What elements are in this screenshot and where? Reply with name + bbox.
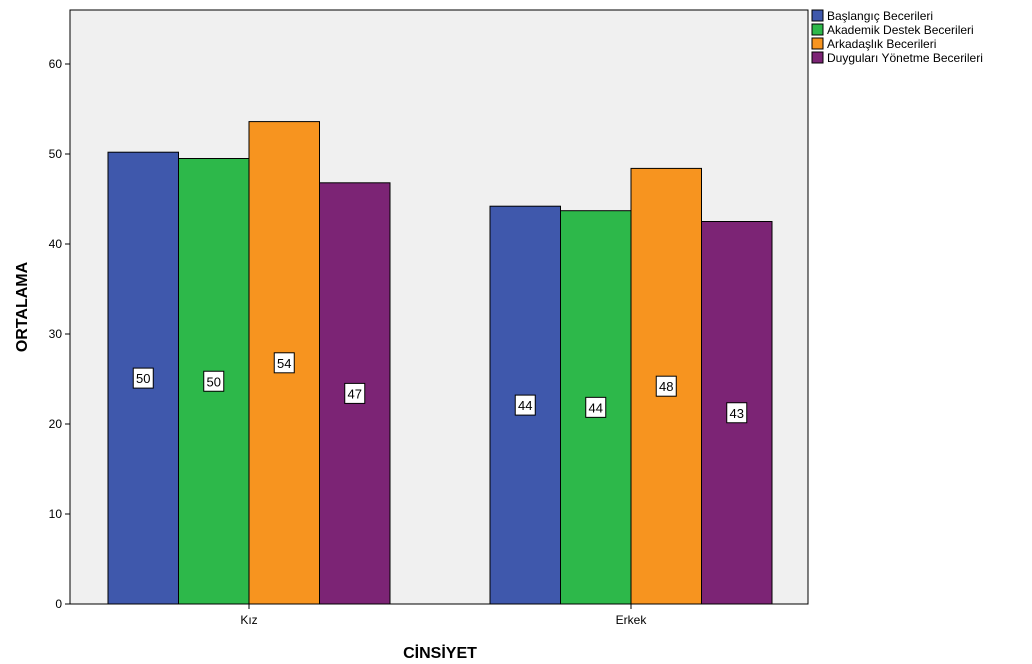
legend-label: Duyguları Yönetme Becerileri — [827, 51, 983, 65]
data-label: 50 — [207, 374, 221, 389]
y-tick-label: 50 — [49, 147, 63, 161]
y-tick-label: 30 — [49, 327, 63, 341]
data-label: 54 — [277, 356, 291, 371]
data-label-box — [132, 367, 154, 389]
legend-label: Başlangıç Becerileri — [827, 9, 933, 23]
y-tick-label: 10 — [49, 507, 63, 521]
y-tick-label: 60 — [49, 57, 63, 71]
data-label-box — [585, 396, 607, 418]
legend-label: Akademik Destek Becerileri — [827, 23, 974, 37]
legend-label: Arkadaşlık Becerileri — [827, 37, 936, 51]
data-label: 47 — [348, 386, 362, 401]
x-tick-label: Kız — [240, 613, 257, 627]
legend-swatch — [811, 23, 824, 36]
y-tick-label: 40 — [49, 237, 63, 251]
data-label: 43 — [730, 406, 744, 421]
data-label: 50 — [136, 371, 150, 386]
data-label-box — [726, 402, 748, 424]
data-label: 44 — [518, 398, 532, 413]
y-axis-title: ORTALAMA — [14, 261, 31, 352]
legend-swatch — [811, 9, 824, 22]
legend-swatch — [811, 51, 824, 64]
legend-swatch — [811, 37, 824, 50]
y-axis: 0 10 20 30 40 50 60 — [49, 57, 70, 611]
x-axis-title: CİNSİYET — [403, 644, 477, 662]
x-tick-label: Erkek — [616, 613, 648, 627]
x-axis: Kız Erkek — [240, 604, 647, 627]
data-label-box — [514, 394, 536, 416]
data-label-box — [273, 352, 295, 374]
bars-group: 50 50 54 47 44 44 48 43 — [107, 121, 773, 605]
y-tick-label: 0 — [55, 597, 62, 611]
y-tick-label: 20 — [49, 417, 63, 431]
data-label-box — [655, 375, 677, 397]
data-label: 44 — [589, 400, 603, 415]
data-label-box — [344, 382, 366, 404]
data-label: 48 — [659, 379, 673, 394]
data-label-box — [203, 370, 225, 392]
